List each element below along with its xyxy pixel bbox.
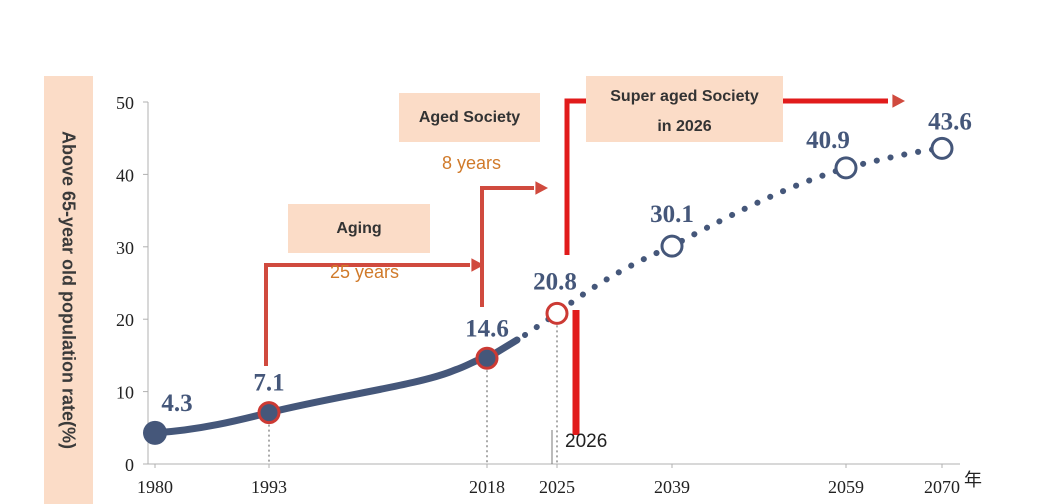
value-label-2059: 40.9: [806, 127, 850, 154]
y-tick-label: 20: [116, 310, 134, 330]
value-label-2025: 20.8: [533, 268, 577, 295]
y-tick-label: 0: [125, 455, 134, 475]
y-tick-label: 40: [116, 165, 134, 185]
actual-series-line: [151, 336, 521, 437]
super-aged-label-line2: in 2026: [657, 118, 712, 135]
super-aged-arrowhead: [892, 94, 905, 108]
aged-arrow: [480, 186, 534, 307]
value-label-1980: 4.3: [161, 390, 192, 417]
aging-arrowhead: [471, 258, 484, 272]
x-tick-label: 1993: [251, 477, 287, 497]
aged-arrowhead: [535, 181, 548, 195]
x-tick-label: 2059: [828, 477, 864, 497]
data-point-2039: [660, 234, 684, 258]
y-tick-label: 50: [116, 93, 134, 113]
super-aged-label-line1: Super aged Society: [610, 88, 759, 105]
y-tick-label: 30: [116, 238, 134, 258]
data-point-1993: [257, 401, 281, 425]
data-point-2070: [930, 136, 954, 160]
aging-duration: 25 years: [330, 262, 400, 282]
projected-series-line: [522, 145, 945, 338]
data-point-2025: [545, 301, 569, 325]
aged-society-label-box: Aged Society: [399, 93, 540, 142]
aging-label-box: Aging: [288, 204, 430, 253]
y-tick-label: 10: [116, 383, 134, 403]
data-point-1980: [143, 420, 167, 445]
value-label-2039: 30.1: [650, 201, 694, 228]
x-axis-unit: 年: [964, 470, 982, 491]
x-tick-label: 2039: [654, 477, 690, 497]
aging-arrow: [264, 263, 470, 366]
value-label-2018: 14.6: [465, 315, 509, 342]
x-tick-label: 2025: [539, 477, 575, 497]
aging-label: Aging: [336, 220, 382, 237]
x-tick-label: 2018: [469, 477, 505, 497]
data-point-2059: [834, 156, 858, 180]
data-point-2018: [475, 346, 499, 370]
aged-duration: 8 years: [442, 153, 502, 173]
value-label-2070: 43.6: [928, 108, 972, 135]
x-tick-label: 1980: [137, 477, 173, 497]
y-axis-label-background: [44, 76, 93, 504]
aged-society-label: Aged Society: [418, 109, 521, 126]
super-aged-label-box: Super aged Society in 2026: [586, 76, 783, 142]
marker-year-2026: 2026: [565, 431, 608, 452]
value-label-1993: 7.1: [253, 370, 284, 397]
x-tick-label: 2070: [924, 477, 960, 497]
